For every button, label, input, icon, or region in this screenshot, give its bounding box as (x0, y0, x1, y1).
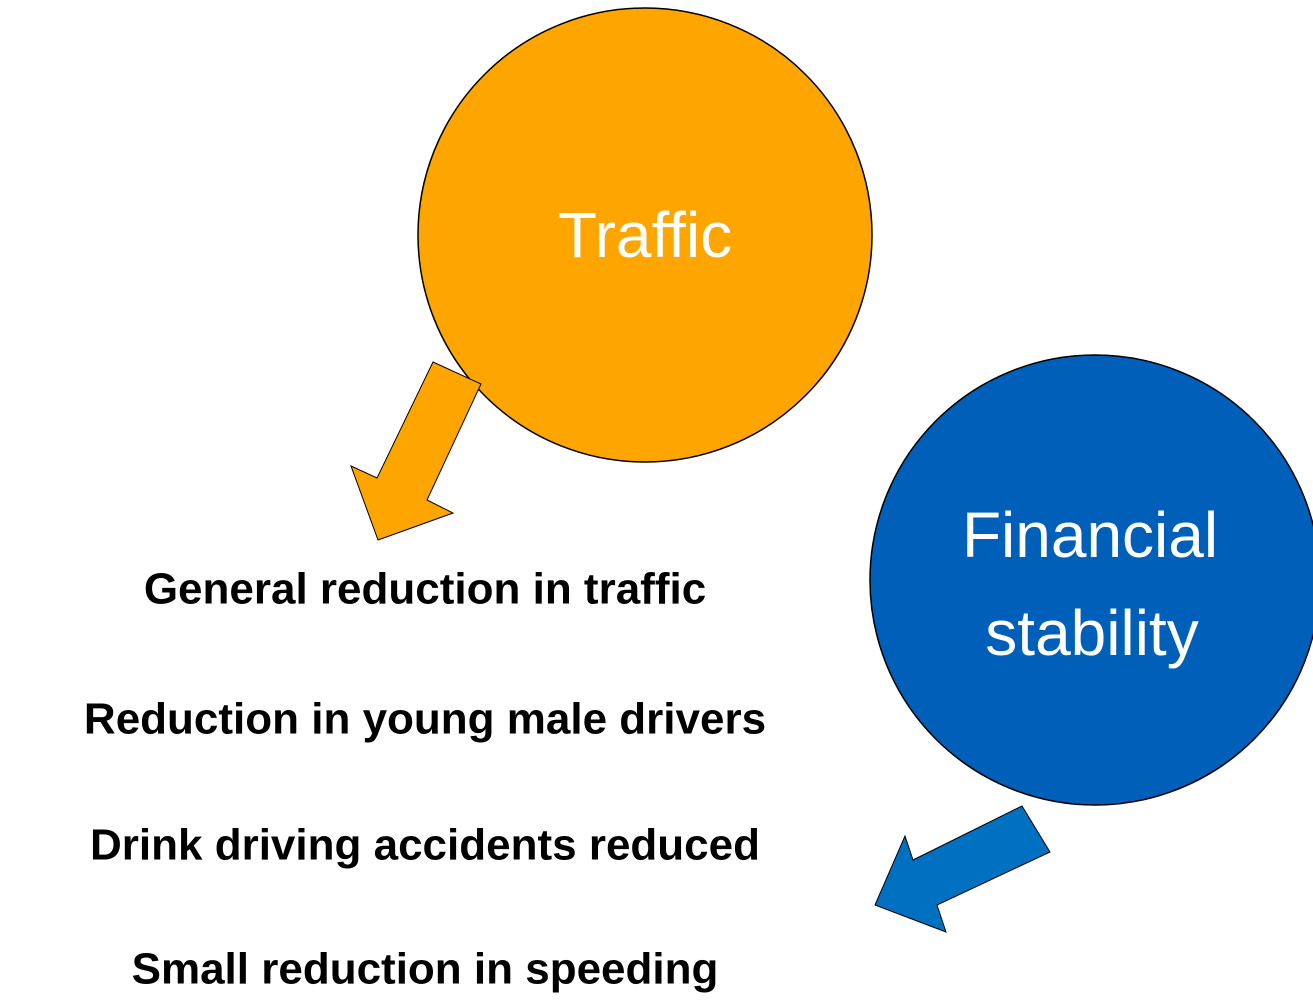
effect-item: Small reduction in speeding (132, 945, 719, 994)
financial-label-line-1: Financial (962, 499, 1218, 571)
financial-arrow (874, 805, 1051, 933)
financial-label-line-2: stability (985, 597, 1198, 669)
traffic-circle (417, 7, 873, 463)
effect-item: General reduction in traffic (144, 565, 706, 614)
financial-circle (869, 354, 1313, 806)
effect-item: Drink driving accidents reduced (90, 821, 760, 870)
effect-item: Reduction in young male drivers (84, 695, 766, 744)
traffic-label: Traffic (558, 199, 732, 271)
traffic-arrow (350, 361, 482, 541)
